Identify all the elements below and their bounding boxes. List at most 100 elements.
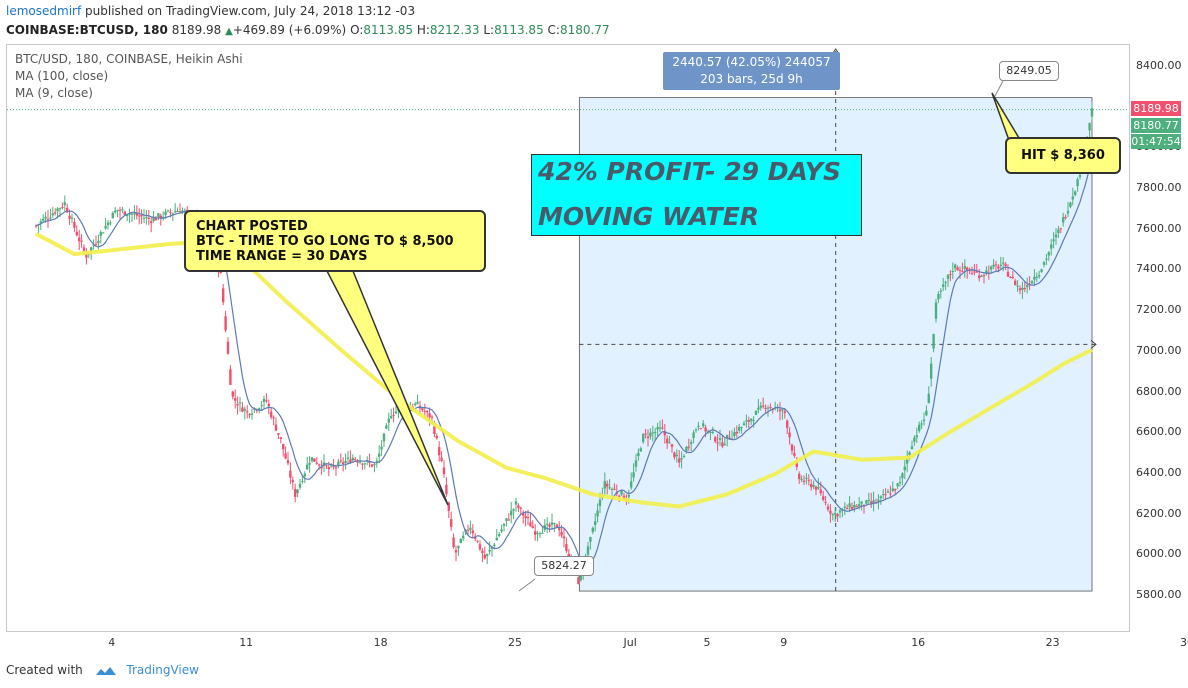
candle-body (435, 435, 438, 439)
candle-body (814, 486, 818, 490)
candle-body (1035, 276, 1038, 278)
candle-body (250, 413, 254, 415)
candle-body (795, 461, 798, 468)
candle-body (606, 483, 609, 487)
candle-body (990, 266, 993, 270)
symbol-name: COINBASE:BTCUSD, 180 (6, 23, 168, 37)
candle-body (298, 483, 302, 488)
candle-body (798, 473, 801, 480)
candle-body (831, 514, 834, 516)
candle-body (1076, 179, 1079, 187)
publish-text: published on TradingView.com, July 24, 2… (85, 4, 416, 18)
candle-body (764, 407, 767, 409)
up-arrow-icon: ▲ (225, 26, 233, 37)
candle-body (697, 425, 700, 427)
candle-body (346, 457, 350, 459)
candle-body (474, 536, 477, 539)
candle-body (538, 533, 542, 535)
legend-ma100[interactable]: MA (100, close) (15, 69, 109, 83)
footer: Created with TradingView (6, 663, 199, 677)
candle-body (310, 457, 314, 462)
candle-body (759, 405, 762, 408)
chart-plot-area[interactable]: BTC/USD, 180, COINBASE, Heikin Ashi MA (… (6, 44, 1130, 632)
candle-body (49, 217, 52, 219)
high-callout-pointer (994, 80, 1004, 97)
candle-body (567, 553, 570, 558)
candle-body (162, 216, 165, 218)
legend-ma9[interactable]: MA (9, close) (15, 86, 93, 100)
candle-body (685, 446, 688, 451)
candle-body (613, 488, 616, 490)
candle-body (1047, 252, 1050, 256)
candle-body (786, 420, 789, 428)
profit-line-2: MOVING WATER (538, 202, 760, 231)
candle-body (896, 483, 899, 487)
candle-body (1066, 210, 1070, 214)
candle-body (812, 484, 815, 487)
candle-body (154, 218, 158, 221)
candle-body (514, 501, 518, 505)
candle-body (109, 222, 112, 224)
candle-body (358, 461, 362, 463)
candle-body (234, 398, 237, 401)
candle-body (471, 530, 474, 534)
author-link[interactable]: lemosedmirf (6, 4, 82, 18)
candle-body (1038, 275, 1041, 277)
candle-body (886, 491, 890, 493)
candle-body (949, 274, 952, 276)
candle-body (961, 271, 964, 273)
candle-body (85, 254, 88, 258)
price-axis[interactable]: 5800.00 6000.00 6200.00 6400.00 6600.00 6800.… (1130, 44, 1188, 632)
price-tick-label: 6000.00 (1136, 547, 1182, 561)
candle-body (90, 247, 93, 251)
candle-body (58, 208, 62, 210)
candle-body (493, 544, 496, 547)
candle-body (226, 341, 230, 354)
time-tick-label: 9 (780, 636, 788, 649)
candle-body (262, 398, 266, 402)
time-tick-label: 23 (1045, 636, 1060, 649)
legend-title: BTC/USD, 180, COINBASE, Heikin Ashi (15, 52, 243, 66)
candle-body (246, 411, 249, 413)
candle-body (908, 452, 911, 455)
range-measure-line-1: 2440.57 (42.05%) 244057 (672, 55, 831, 69)
candle-body (920, 423, 923, 425)
tradingview-brand[interactable]: TradingView (126, 663, 199, 677)
candle-body (1057, 229, 1060, 234)
candle-body (577, 577, 580, 584)
candle-body (118, 209, 122, 211)
candle-body (116, 209, 119, 211)
candle-body (541, 532, 544, 534)
candle-body (870, 501, 873, 504)
candle-body (450, 519, 453, 527)
open-value: 8113.85 (363, 23, 413, 37)
candle-body (438, 447, 441, 456)
publish-info: lemosedmirf published on TradingView.com… (6, 4, 415, 18)
candle-body (296, 489, 299, 494)
candle-body (651, 432, 654, 434)
candle-body (286, 460, 290, 464)
price-chart[interactable] (7, 45, 1130, 632)
candle-body (680, 458, 683, 460)
candle-body (846, 508, 849, 510)
price-tick-label: 7400.00 (1136, 262, 1182, 276)
candle-body (1042, 262, 1046, 265)
candle-body (459, 539, 462, 544)
candle-body (690, 442, 693, 444)
candle-body (354, 459, 357, 461)
candle-body (315, 462, 318, 464)
candle-body (231, 391, 234, 397)
candle-body (903, 466, 906, 471)
candle-body (850, 506, 854, 510)
candle-body (1002, 262, 1005, 264)
candle-body (778, 409, 782, 412)
candle-body (958, 269, 962, 271)
candle-body (1040, 269, 1043, 272)
candle-body (927, 393, 930, 404)
candle-body (548, 524, 551, 527)
candle-body (872, 500, 875, 503)
candle-body (682, 456, 686, 458)
time-axis[interactable]: 4 11 18 25 Jul 5 9 16 23 30 (6, 632, 1188, 654)
low-label: L: (483, 23, 495, 37)
candle-body (793, 452, 796, 457)
